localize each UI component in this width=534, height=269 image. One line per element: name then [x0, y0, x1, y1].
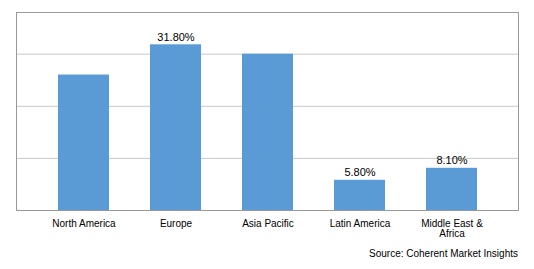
- svg-text:5.80%: 5.80%: [344, 166, 375, 178]
- svg-text:Europe: Europe: [160, 218, 193, 229]
- svg-text:North America: North America: [52, 218, 116, 229]
- svg-text:31.80%: 31.80%: [157, 31, 195, 43]
- svg-text:Latin America: Latin America: [330, 218, 391, 229]
- svg-text:8.10%: 8.10%: [436, 154, 467, 166]
- svg-text:Asia Pacific: Asia Pacific: [242, 218, 294, 229]
- svg-text:Middle East &Africa: Middle East &Africa: [421, 218, 483, 239]
- html-text:Source: Coherent Market Insigh: Source: Coherent Market Insights: [369, 248, 518, 259]
